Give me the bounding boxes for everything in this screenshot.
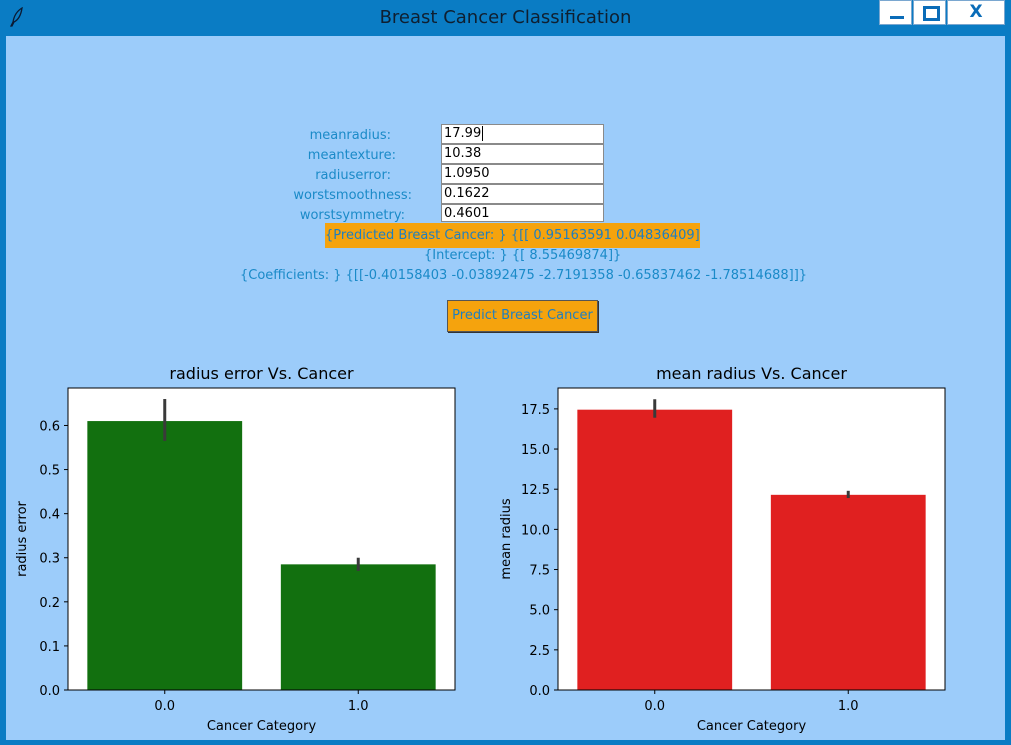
worstsmoothness-label: worstsmoothness: bbox=[293, 188, 412, 203]
y-tick-label: 0.4 bbox=[39, 508, 60, 523]
radius-error-chart: 0.0 1.0 0.0 0.1 0.2 0.3 0.4 0.5 0.6 radius error … bbox=[15, 364, 456, 734]
y-tick-label: 5.0 bbox=[529, 604, 550, 619]
y-tick-label: 10.0 bbox=[521, 523, 550, 538]
chart-title: radius error Vs. Cancer bbox=[169, 364, 354, 383]
intercept-result: {Intercept: } {[ 8.55469874]} bbox=[424, 248, 622, 263]
bar bbox=[577, 409, 733, 690]
x-axis-label: Cancer Category bbox=[697, 719, 807, 734]
y-tick-label: 17.5 bbox=[521, 403, 550, 418]
y-tick-label: 0.1 bbox=[39, 640, 60, 655]
x-tick-label: 0.0 bbox=[154, 699, 175, 714]
chart-title: mean radius Vs. Cancer bbox=[656, 364, 847, 383]
y-tick-label: 0.2 bbox=[39, 596, 60, 611]
y-tick-label: 0.0 bbox=[529, 684, 550, 699]
plot-frame bbox=[67, 387, 456, 691]
feather-icon bbox=[9, 7, 23, 27]
close-icon: X bbox=[969, 2, 983, 22]
close-button[interactable]: X bbox=[947, 0, 1005, 25]
y-tick-label: 0.3 bbox=[39, 552, 60, 567]
bar bbox=[87, 421, 243, 690]
x-tick-label: 1.0 bbox=[348, 699, 369, 714]
meantexture-label: meantexture: bbox=[307, 148, 396, 163]
y-tick-label: 0.5 bbox=[39, 464, 60, 479]
y-tick-label: 2.5 bbox=[529, 644, 550, 659]
bar bbox=[280, 564, 436, 690]
x-tick-label: 1.0 bbox=[838, 699, 859, 714]
y-tick-label: 0.0 bbox=[39, 684, 60, 699]
coefficients-result: {Coefficients: } {[[-0.40158403 -0.03892… bbox=[240, 268, 808, 283]
predicted-result: {Predicted Breast Cancer: } {[[ 0.951635… bbox=[325, 223, 700, 248]
title-bar[interactable]: Breast Cancer Classification X bbox=[0, 0, 1011, 36]
plot-frame bbox=[557, 387, 946, 691]
y-tick-label: 7.5 bbox=[529, 564, 550, 579]
predict-button[interactable]: Predict Breast Cancer bbox=[447, 300, 598, 332]
mean-radius-chart: 0.0 1.0 0.0 2.5 5.0 7.5 10.0 12.5 15.0 17.5 mean r… bbox=[499, 364, 946, 734]
radiuserror-input[interactable]: 1.0950 bbox=[441, 164, 604, 184]
window-title: Breast Cancer Classification bbox=[379, 7, 632, 28]
y-tick-label: 0.6 bbox=[39, 419, 60, 434]
worstsymmetry-label: worstsymmetry: bbox=[299, 208, 405, 223]
meantexture-input[interactable]: 10.38 bbox=[441, 144, 604, 164]
y-axis-label: radius error bbox=[15, 500, 30, 576]
x-axis-label: Cancer Category bbox=[207, 719, 317, 734]
y-tick-label: 15.0 bbox=[521, 443, 550, 458]
radiuserror-label: radiuserror: bbox=[315, 168, 391, 183]
meanradius-input[interactable]: 17.99 bbox=[441, 124, 604, 144]
minimize-button[interactable] bbox=[879, 0, 912, 25]
main-window: meanradius: meantexture: radiuserror: wo… bbox=[6, 36, 1005, 740]
y-axis-label: mean radius bbox=[499, 498, 514, 579]
bar bbox=[770, 494, 926, 690]
worstsymmetry-input[interactable]: 0.4601 bbox=[441, 204, 604, 222]
worstsmoothness-input[interactable]: 0.1622 bbox=[441, 184, 604, 204]
meanradius-label: meanradius: bbox=[309, 128, 391, 143]
maximize-button[interactable] bbox=[913, 0, 946, 25]
y-tick-label: 12.5 bbox=[521, 483, 550, 498]
x-tick-label: 0.0 bbox=[644, 699, 665, 714]
